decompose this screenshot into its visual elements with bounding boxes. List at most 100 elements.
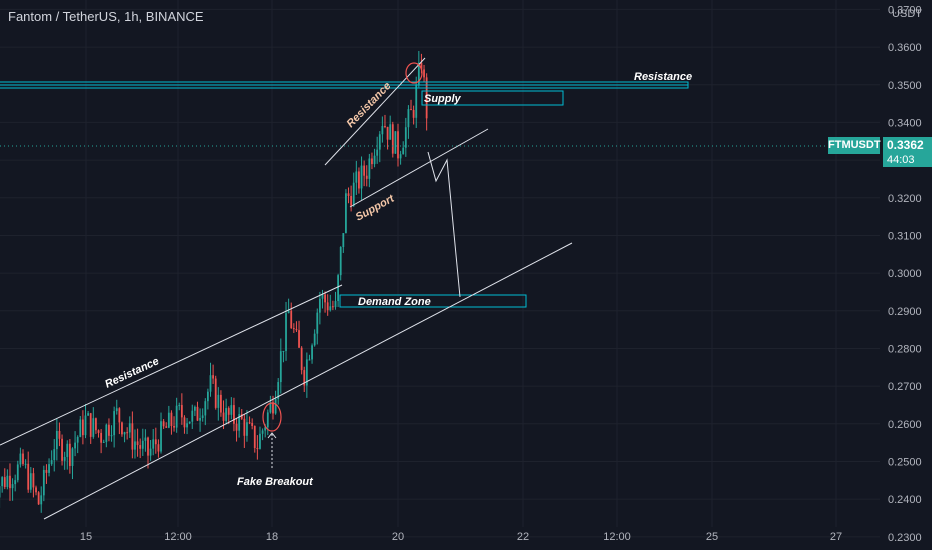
candle-body <box>217 394 220 408</box>
candle-body <box>139 445 142 449</box>
candle-body <box>303 370 306 386</box>
channel-support-line <box>43 242 573 520</box>
candle-body <box>360 165 363 189</box>
candle-body <box>126 432 129 434</box>
candle-body <box>233 405 235 424</box>
candle-body <box>16 464 19 481</box>
candle-body <box>95 418 97 431</box>
candle-body <box>397 131 399 159</box>
candle-body <box>84 415 87 436</box>
candle-body <box>404 127 407 148</box>
candle-body <box>300 347 303 371</box>
candle-body <box>58 430 61 439</box>
candle-body <box>318 298 321 313</box>
chart-title: Fantom / TetherUS, 1h, BINANCE <box>8 9 204 24</box>
candle-body <box>128 423 131 433</box>
candle-body <box>259 433 261 449</box>
chart-grid <box>0 0 880 538</box>
candle-body <box>79 419 82 437</box>
candle-body <box>61 438 63 461</box>
candle-body <box>339 247 342 276</box>
candle-body <box>162 421 165 427</box>
countdown-tag: 44:03 <box>883 153 932 167</box>
candle-body <box>37 492 40 505</box>
candle-body <box>272 402 274 414</box>
candle-body <box>35 487 37 493</box>
candle-body <box>141 440 144 449</box>
candle-body <box>11 484 14 489</box>
candle-body <box>204 401 207 416</box>
y-tick-label: 0.2900 <box>888 306 922 318</box>
candle-body <box>134 441 136 450</box>
candle-body <box>48 464 50 473</box>
candle-body <box>282 350 285 352</box>
candle-body <box>97 430 100 433</box>
candle-body <box>269 402 272 413</box>
candle-body <box>321 294 324 299</box>
candle-body <box>167 412 170 428</box>
candle-body <box>209 375 212 392</box>
candle-body <box>389 124 392 140</box>
candle-body <box>19 453 22 465</box>
candle-body <box>277 382 280 399</box>
candle-body <box>240 414 243 419</box>
candle-body <box>68 443 71 466</box>
candle-body <box>89 413 92 437</box>
candle-body <box>173 425 175 428</box>
candle-body <box>399 154 402 159</box>
projection-path <box>427 151 461 298</box>
candle-body <box>225 408 228 421</box>
candle-body <box>131 423 134 450</box>
candle-body <box>193 406 196 411</box>
candle-body <box>9 475 11 489</box>
candle-body <box>248 422 251 424</box>
candle-body <box>279 351 282 383</box>
fake-breakout-circle-marker <box>262 402 282 432</box>
candle-body <box>368 158 371 179</box>
supply-label: Supply <box>424 93 462 105</box>
candle-body <box>381 126 384 135</box>
candle-body <box>386 126 389 140</box>
y-tick-label: 0.3000 <box>888 268 922 280</box>
candle-body <box>334 300 337 308</box>
candle-body <box>274 398 277 414</box>
candle-body <box>292 328 295 330</box>
drawings <box>0 57 880 520</box>
candle-body <box>81 419 84 436</box>
candle-body <box>378 134 381 150</box>
candle-body <box>66 443 69 457</box>
candle-body <box>212 375 215 379</box>
candle-body <box>29 473 32 490</box>
candle-body <box>183 417 186 428</box>
y-tick-label: 0.2600 <box>888 419 922 431</box>
candle-body <box>3 477 6 488</box>
candle-body <box>186 423 188 428</box>
symbol-tag: FTMUSDT <box>828 137 881 154</box>
price-axis-bg <box>880 0 932 550</box>
supply-zone-box <box>421 90 564 106</box>
candle-body <box>123 432 126 435</box>
y-tick-label: 0.2500 <box>888 456 922 468</box>
candle-body <box>329 306 332 311</box>
candle-body <box>180 405 183 418</box>
y-tick-label: 0.3400 <box>888 117 922 129</box>
candle-body <box>160 421 162 452</box>
candle-body <box>45 469 48 473</box>
candle-body <box>230 405 233 415</box>
candle-body <box>313 333 316 346</box>
x-tick-label: 22 <box>517 531 529 543</box>
candle-body <box>371 158 373 165</box>
y-tick-label: 0.3600 <box>888 42 922 54</box>
y-tick-label: 0.3700 <box>888 4 922 16</box>
candle-body <box>363 165 366 176</box>
candle-body <box>402 147 405 155</box>
candle-body <box>352 182 355 206</box>
y-tick-label: 0.2300 <box>888 532 922 544</box>
candle-body <box>87 413 90 416</box>
y-tick-label: 0.3500 <box>888 80 922 92</box>
candle-body <box>305 359 308 386</box>
candle-body <box>358 171 360 189</box>
candle-body <box>264 427 267 431</box>
support-wedge-label: Support <box>354 192 398 224</box>
